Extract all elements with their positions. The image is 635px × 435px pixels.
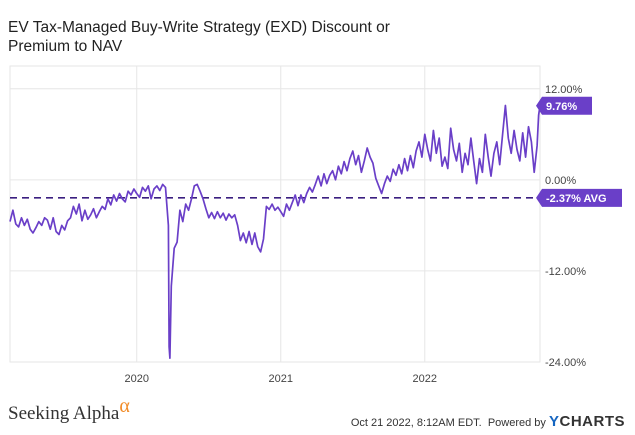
y-tick-label: -12.00% (545, 266, 586, 278)
average-value-label: -2.37% AVG (546, 193, 607, 205)
x-tick-label: 2022 (413, 373, 437, 385)
x-axis: 2020 2021 2022 (124, 373, 437, 385)
plot-frame (9, 65, 541, 363)
ycharts-wordmark: CHARTS (559, 413, 625, 430)
ycharts-y: Y (548, 413, 560, 430)
ycharts-logo: YCHARTS (549, 413, 625, 430)
last-value-label: 9.76% (546, 101, 577, 113)
y-tick-label: 12.00% (545, 84, 583, 96)
seeking-alpha-logo: Seeking Alphaα (8, 395, 130, 425)
alpha-symbol: α (119, 395, 130, 417)
y-tick-label: 0.00% (545, 175, 576, 187)
y-axis: 12.00% 0.00% -12.00% -24.00% (545, 84, 586, 369)
series-line (9, 104, 541, 360)
chart-title: EV Tax-Managed Buy-Write Strategy (EXD) … (8, 19, 390, 55)
series (9, 104, 541, 360)
timestamp: Oct 21 2022, 8:12AM EDT. (350, 417, 482, 429)
value-flags: 9.76% -2.37% AVG (536, 96, 622, 207)
footer-credits: Oct 21 2022, 8:12AM EDT. Powered by YCHA… (351, 413, 625, 430)
x-tick-label: 2021 (269, 373, 293, 385)
grid (9, 65, 541, 363)
x-tick-label: 2020 (124, 373, 148, 385)
powered-by-label: Powered by (487, 417, 546, 429)
y-tick-label: -24.00% (545, 357, 586, 369)
seeking-alpha-wordmark: Seeking Alpha (8, 403, 120, 424)
average-value-flag (536, 188, 622, 207)
last-value-flag (536, 96, 592, 115)
